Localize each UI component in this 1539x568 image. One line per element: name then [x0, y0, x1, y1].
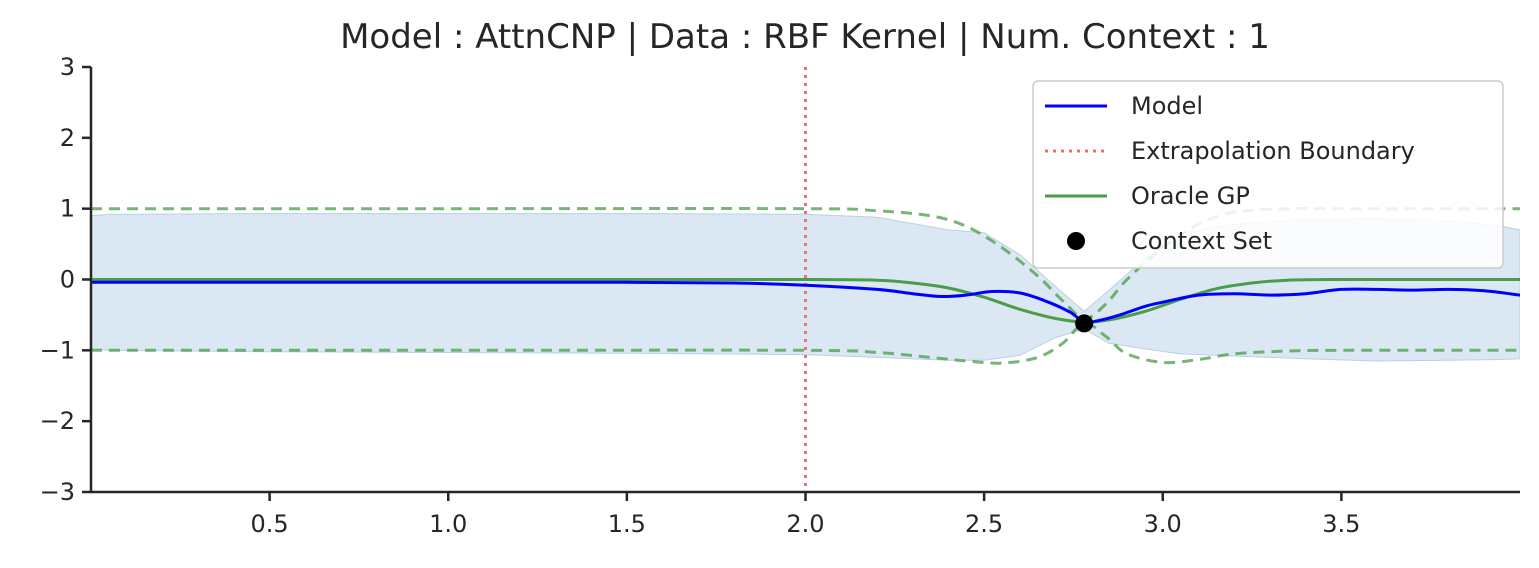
x-tick-label: 2.5	[965, 510, 1003, 538]
x-tick-label: 1.5	[608, 510, 646, 538]
legend-label-oracle: Oracle GP	[1131, 182, 1250, 210]
legend: Model Extrapolation Boundary Oracle GP Cont…	[1032, 80, 1504, 269]
chart-title: Model : AttnCNP | Data : RBF Kernel | Nu…	[340, 17, 1270, 57]
x-tick-label: 1.0	[429, 510, 467, 538]
model-mean-line	[91, 280, 1520, 325]
y-tick-label: 2	[60, 124, 75, 152]
y-tick-label: −3	[40, 478, 75, 506]
x-tick-label: 2.0	[786, 510, 824, 538]
legend-box	[1032, 80, 1504, 269]
oracle-lower-bound-line	[91, 321, 1520, 365]
y-tick-label: 1	[60, 195, 75, 223]
legend-label-context: Context Set	[1131, 227, 1272, 255]
legend-swatch-context	[1067, 232, 1085, 250]
x-tick-label: 3.0	[1144, 510, 1182, 538]
legend-label-boundary: Extrapolation Boundary	[1131, 137, 1415, 165]
y-tick-label: −1	[40, 336, 75, 364]
x-tick-label: 3.5	[1322, 510, 1360, 538]
y-tick-label: 3	[60, 53, 75, 81]
y-tick-label: −2	[40, 407, 75, 435]
context-point	[1075, 314, 1094, 333]
axes: 3 2 1 0 −1 −2 −3 0.5 1.0 1.5 2.0 2.5 3.0 3.5	[40, 53, 1520, 538]
legend-label-model: Model	[1131, 92, 1203, 120]
oracle-mean-line	[91, 277, 1520, 324]
x-tick-label: 0.5	[251, 510, 289, 538]
y-tick-label: 0	[60, 266, 75, 294]
